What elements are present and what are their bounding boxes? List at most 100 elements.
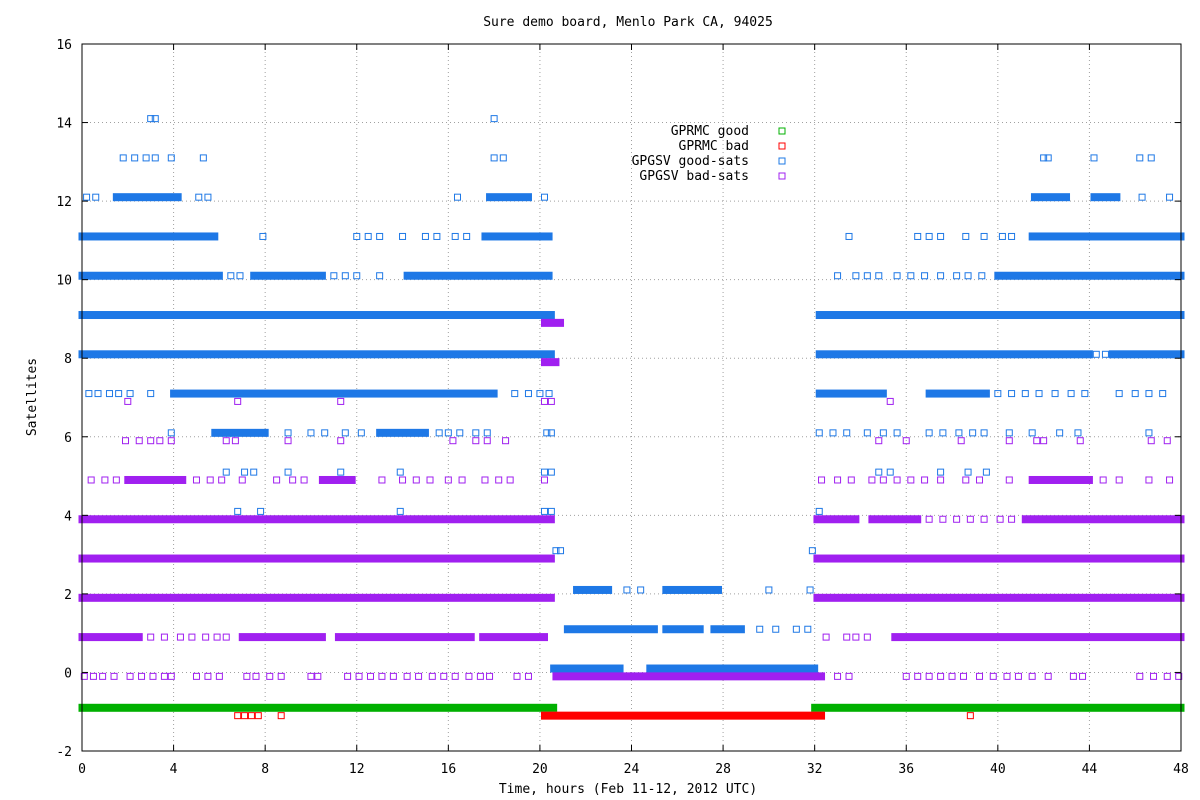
data-point <box>378 476 386 484</box>
data-point <box>976 672 984 680</box>
data-run <box>376 428 429 437</box>
data-point <box>1147 154 1155 162</box>
data-point <box>403 672 411 680</box>
data-point <box>167 154 175 162</box>
data-point <box>964 468 972 476</box>
plot-area <box>78 115 1185 720</box>
data-point <box>222 437 230 445</box>
data-point <box>969 429 977 437</box>
data-point <box>412 476 420 484</box>
data-point <box>1069 672 1077 680</box>
data-point <box>540 468 548 476</box>
x-tick-label: 16 <box>441 762 457 777</box>
data-run <box>1090 193 1121 202</box>
data-point <box>843 429 851 437</box>
data-point <box>637 586 645 594</box>
data-point <box>959 672 967 680</box>
data-point <box>396 507 404 515</box>
data-run <box>550 664 624 673</box>
data-run <box>334 633 475 642</box>
data-run <box>78 554 555 563</box>
data-point <box>545 390 553 398</box>
data-point <box>105 390 113 398</box>
data-point <box>540 507 548 515</box>
data-run <box>479 633 548 642</box>
data-point <box>284 429 292 437</box>
data-point <box>444 429 452 437</box>
data-point <box>893 476 901 484</box>
data-point <box>1145 476 1153 484</box>
data-point <box>886 397 894 405</box>
data-point <box>252 672 260 680</box>
data-point <box>126 672 134 680</box>
data-point <box>886 468 894 476</box>
data-point <box>199 154 207 162</box>
data-point <box>939 429 947 437</box>
data-point <box>976 476 984 484</box>
data-point <box>481 476 489 484</box>
data-point <box>151 154 159 162</box>
data-run <box>710 625 745 634</box>
data-point <box>1028 429 1036 437</box>
data-point <box>1044 672 1052 680</box>
series-0 <box>78 703 1185 712</box>
data-point <box>978 272 986 280</box>
data-point <box>1138 193 1146 201</box>
data-point <box>463 232 471 240</box>
y-tick-label: 16 <box>56 38 72 53</box>
data-run <box>1030 193 1071 202</box>
legend-marker <box>778 142 786 150</box>
data-point <box>218 476 226 484</box>
data-run <box>486 193 532 202</box>
data-point <box>506 476 514 484</box>
data-point <box>1044 154 1052 162</box>
data-point <box>435 429 443 437</box>
chart-title: Sure demo board, Menlo Park CA, 94025 <box>483 15 773 30</box>
y-tick-label: -2 <box>56 745 72 760</box>
data-point <box>925 429 933 437</box>
data-point <box>149 672 157 680</box>
series-2 <box>78 115 1185 673</box>
data-point <box>227 272 235 280</box>
data-point <box>321 429 329 437</box>
data-point <box>852 633 860 641</box>
data-point <box>101 476 109 484</box>
data-point <box>948 672 956 680</box>
data-run <box>1028 232 1185 241</box>
y-tick-label: 0 <box>64 666 72 681</box>
y-tick-label: 8 <box>64 352 72 367</box>
data-point <box>914 232 922 240</box>
data-run <box>238 633 326 642</box>
data-point <box>337 437 345 445</box>
data-point <box>921 272 929 280</box>
data-run <box>211 428 269 437</box>
data-point <box>552 547 560 555</box>
data-point <box>147 437 155 445</box>
data-point <box>937 468 945 476</box>
data-point <box>192 476 200 484</box>
data-run <box>813 515 860 524</box>
data-point <box>547 429 555 437</box>
data-run <box>563 625 658 634</box>
data-point <box>451 672 459 680</box>
data-point <box>250 468 258 476</box>
data-run <box>78 311 555 320</box>
data-point <box>863 429 871 437</box>
data-run <box>1028 475 1093 484</box>
data-point <box>353 272 361 280</box>
data-point <box>893 272 901 280</box>
data-run <box>124 475 187 484</box>
data-point <box>495 476 503 484</box>
data-point <box>1150 672 1158 680</box>
y-tick-label: 14 <box>56 117 72 132</box>
data-run <box>78 271 223 280</box>
data-point <box>980 232 988 240</box>
data-point <box>284 437 292 445</box>
data-point <box>1163 672 1171 680</box>
data-point <box>421 232 429 240</box>
data-point <box>540 397 548 405</box>
data-point <box>808 547 816 555</box>
data-point <box>996 515 1004 523</box>
data-point <box>957 437 965 445</box>
